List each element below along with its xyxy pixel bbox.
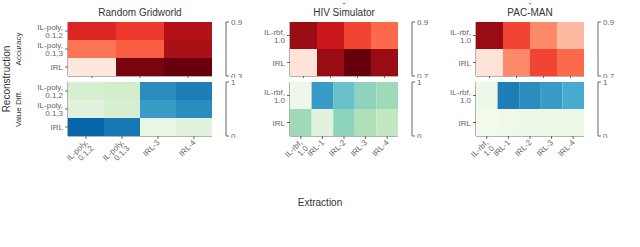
html-text:IL-rbf,: IL-rbf, [469,138,491,160]
svg-text:IRL: IRL [51,123,64,132]
svg-text:IL-rbf,1.0: IL-rbf,1.0 [450,28,471,45]
svg-text:IL-rbf,1.0: IL-rbf,1.0 [450,88,471,105]
svg-text:IRL-3: IRL-3 [141,138,162,159]
svg-text:IL-rbf,1.0: IL-rbf,1.0 [264,28,285,45]
html-text:PAC-MAN: PAC-MAN [507,7,553,18]
html-text:Accuracy: Accuracy [14,32,23,66]
html-text:Extraction: Extraction [297,197,343,208]
svg-text:IRL-1: IRL-1 [306,138,327,159]
svg-text:1: 1 [603,80,608,87]
svg-text:0.9: 0.9 [603,20,615,27]
svg-text:0.9: 0.9 [231,20,243,27]
svg-text:IL-poly,0.1,3: IL-poly,0.1,3 [37,41,63,58]
svg-text:IRL-3: IRL-3 [535,138,556,159]
svg-text:0: 0 [417,132,422,138]
svg-text:IRL-1: IRL-1 [492,138,513,159]
svg-text:0: 0 [603,132,608,138]
svg-text:0.7: 0.7 [417,72,429,78]
svg-text:IRL: IRL [273,119,286,128]
svg-text:IRL-4: IRL-4 [177,138,198,159]
html-text:IL-rbf,: IL-rbf, [283,138,305,160]
svg-text:IL-poly,0.1,3: IL-poly,0.1,3 [37,101,63,118]
svg-text:0.7: 0.7 [603,72,615,78]
svg-text:0.9: 0.9 [417,20,429,27]
svg-text:IRL-4: IRL-4 [371,138,392,159]
svg-text:IRL-2: IRL-2 [513,138,534,159]
svg-text:IRL: IRL [51,63,64,72]
svg-text:IRL-4: IRL-4 [557,138,578,159]
html-text:1.0: 1.0 [295,143,310,159]
svg-text:IL-poly,0.1,2: IL-poly,0.1,2 [37,23,63,40]
svg-text:IRL-2: IRL-2 [327,138,348,159]
html-text:1.0: 1.0 [481,143,496,159]
svg-text:IL-rbf,1.0: IL-rbf,1.0 [264,88,285,105]
svg-text:IL-poly,0.1,2: IL-poly,0.1,2 [37,83,63,100]
svg-text:1: 1 [417,80,422,87]
svg-text:0: 0 [231,132,236,138]
svg-text:1: 1 [231,80,236,87]
html-text:Value Diff.: Value Diff. [14,90,23,128]
html-text:HIV Simulator: HIV Simulator [313,7,375,18]
svg-text:IRL: IRL [459,119,472,128]
html-text:Random Gridworld: Random Gridworld [98,7,182,18]
svg-text:IRL: IRL [273,59,286,68]
svg-text:IL-poly,0.1,3: IL-poly,0.1,3 [101,138,132,169]
svg-text:IRL: IRL [459,59,472,68]
html-text:Reconstruction: Reconstruction [1,45,12,113]
svg-text:IRL-3: IRL-3 [349,138,370,159]
svg-text:0.3: 0.3 [231,72,243,78]
svg-text:IL-poly,0.1,2: IL-poly,0.1,2 [65,138,96,169]
